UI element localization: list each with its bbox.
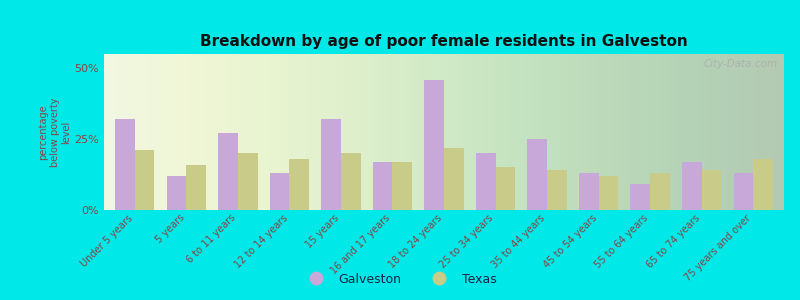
Bar [115, 119, 135, 210]
Legend: Galveston, Texas: Galveston, Texas [298, 268, 502, 291]
Bar [135, 150, 154, 210]
Bar [650, 173, 670, 210]
Bar [702, 170, 721, 210]
Bar [476, 153, 495, 210]
Bar [393, 162, 412, 210]
Bar [322, 119, 341, 210]
Bar [238, 153, 258, 210]
Bar [425, 80, 444, 210]
Bar [734, 173, 753, 210]
Bar [444, 148, 463, 210]
Bar [495, 167, 515, 210]
Text: City-Data.com: City-Data.com [703, 59, 778, 69]
Bar [579, 173, 598, 210]
Bar [373, 162, 393, 210]
Bar [270, 173, 290, 210]
Bar [547, 170, 566, 210]
Bar [167, 176, 186, 210]
Bar [218, 134, 238, 210]
Bar [186, 165, 206, 210]
Bar [682, 162, 702, 210]
Bar [753, 159, 773, 210]
Bar [290, 159, 309, 210]
Bar [527, 139, 547, 210]
Bar [630, 184, 650, 210]
Bar [598, 176, 618, 210]
Bar [341, 153, 361, 210]
Y-axis label: percentage
below poverty
level: percentage below poverty level [38, 97, 72, 167]
Title: Breakdown by age of poor female residents in Galveston: Breakdown by age of poor female resident… [200, 34, 688, 49]
